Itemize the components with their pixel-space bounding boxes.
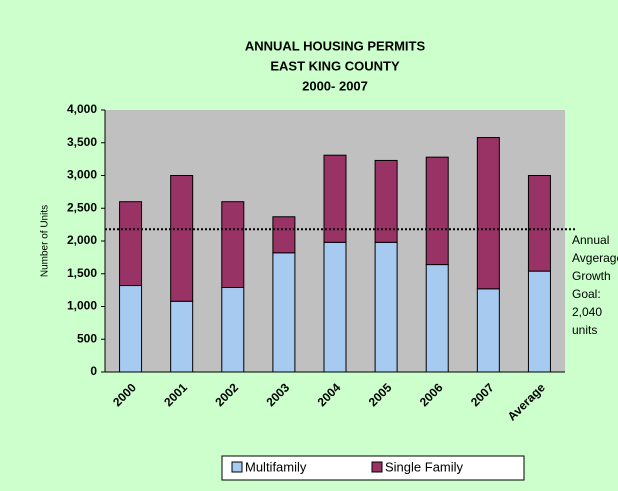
y-tick-label: 1,000 [67, 299, 97, 313]
bar-segment [476, 288, 500, 373]
chart-title: 2000- 2007 [302, 78, 368, 93]
bar-segment [476, 137, 500, 290]
annotation: units [572, 323, 597, 337]
chart-title: ANNUAL HOUSING PERMITS [245, 38, 426, 53]
y-tick-label: 0 [90, 364, 97, 378]
bar-segment [425, 264, 449, 373]
legend-swatch [371, 461, 383, 473]
bar-segment [323, 154, 347, 243]
bar-segment [323, 241, 347, 373]
bar-segment [221, 287, 245, 373]
y-tick-label: 2,500 [67, 200, 97, 214]
y-tick-label: 3,000 [67, 168, 97, 182]
legend-swatch [231, 461, 243, 473]
bar-segment [170, 300, 194, 373]
legend-label: Multifamily [245, 459, 307, 474]
y-tick-label: 500 [77, 331, 97, 345]
bar-segment [527, 175, 551, 272]
bar-segment [119, 285, 143, 373]
annotation: Goal: [572, 287, 601, 301]
bar-segment [119, 201, 143, 287]
y-tick-label: 4,000 [67, 102, 97, 116]
bar-segment [527, 270, 551, 373]
y-tick-label: 3,500 [67, 135, 97, 149]
bar-segment [221, 201, 245, 289]
bar-segment [272, 252, 296, 373]
y-tick-label: 1,500 [67, 266, 97, 280]
chart-title: EAST KING COUNTY [270, 58, 400, 73]
y-tick-label: 2,000 [67, 233, 97, 247]
annotation: 2,040 [572, 305, 602, 319]
annotation: Growth [572, 269, 611, 283]
bar-segment [170, 175, 194, 302]
bar-segment [374, 241, 398, 373]
bar-segment [425, 156, 449, 266]
bar-segment [374, 159, 398, 243]
annotation: Avgerage [572, 251, 618, 265]
bar-segment [272, 216, 296, 254]
legend-label: Single Family [385, 459, 464, 474]
annotation: Annual [572, 233, 609, 247]
y-axis-label: Number of Units [40, 205, 51, 277]
